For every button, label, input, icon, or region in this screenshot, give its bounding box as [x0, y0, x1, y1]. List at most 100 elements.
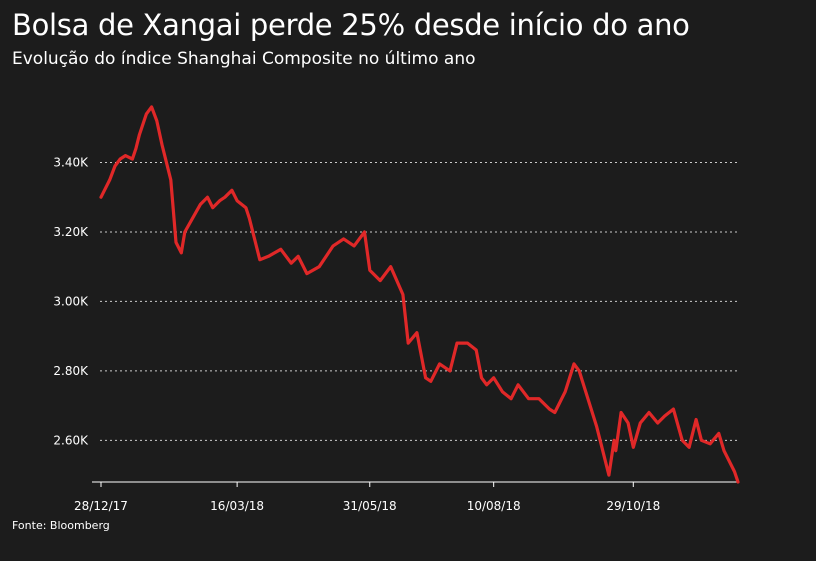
- data-point: [131, 157, 134, 161]
- data-point: [108, 178, 111, 182]
- data-point: [626, 421, 630, 425]
- data-point: [169, 178, 173, 182]
- data-point: [406, 341, 410, 345]
- data-point: [632, 446, 635, 449]
- data-point: [258, 258, 262, 262]
- data-point: [577, 369, 581, 373]
- data-point: [145, 112, 148, 116]
- data-point: [600, 446, 604, 449]
- data-point: [429, 380, 433, 383]
- data-point: [424, 376, 427, 380]
- data-point: [509, 397, 513, 401]
- data-point: [480, 376, 483, 380]
- data-point: [368, 268, 372, 272]
- data-point: [656, 421, 659, 425]
- data-point: [150, 105, 153, 109]
- data-point: [378, 279, 382, 282]
- x-tick-label: 10/08/18: [467, 499, 521, 513]
- data-point: [687, 446, 691, 449]
- data-point: [595, 425, 598, 428]
- data-point: [527, 397, 530, 401]
- data-point: [199, 202, 202, 206]
- data-point: [305, 272, 309, 275]
- data-point: [448, 369, 452, 373]
- data-point: [614, 449, 618, 453]
- data-point: [708, 442, 712, 446]
- data-point: [317, 265, 321, 269]
- data-point: [438, 362, 441, 366]
- data-point: [680, 439, 684, 442]
- x-tick-label: 29/10/18: [606, 499, 660, 513]
- data-point: [289, 261, 293, 265]
- data-point: [722, 449, 726, 453]
- data-point: [501, 390, 504, 394]
- x-tick-label: 31/05/18: [343, 499, 397, 513]
- data-point: [639, 421, 642, 425]
- data-point: [230, 189, 234, 192]
- data-point: [736, 480, 740, 484]
- y-axis-labels: 2.60K 2.80K 3.00K 3.20K 3.40K: [53, 156, 89, 448]
- data-point: [113, 164, 117, 168]
- data-point: [572, 362, 576, 366]
- data-point: [647, 411, 651, 414]
- data-point: [700, 439, 703, 442]
- data-point: [401, 293, 405, 296]
- y-tick-label: 3.20K: [53, 225, 89, 239]
- source-note: Fonte: Bloomberg: [12, 519, 110, 532]
- data-point: [124, 154, 127, 157]
- data-point: [352, 244, 356, 248]
- chart-subtitle: Evolução do índice Shanghai Composite no…: [12, 49, 476, 69]
- data-point: [563, 390, 567, 394]
- y-tick-label: 3.40K: [53, 156, 89, 170]
- data-point: [174, 241, 178, 244]
- data-point: [553, 411, 557, 414]
- data-point: [155, 119, 159, 123]
- data-point: [466, 341, 469, 345]
- data-point: [619, 411, 623, 414]
- grid-lines: [100, 162, 738, 441]
- chart-title: Bolsa de Xangai perde 25% desde início d…: [12, 8, 690, 42]
- data-point: [138, 133, 141, 136]
- x-tick-label: 16/03/18: [210, 499, 264, 513]
- data-point: [248, 216, 251, 220]
- data-point: [180, 251, 183, 255]
- data-point: [183, 230, 187, 234]
- data-point: [455, 341, 459, 345]
- data-point: [279, 248, 283, 251]
- y-tick-label: 3.00K: [53, 294, 89, 308]
- data-point: [415, 331, 419, 335]
- data-point: [717, 432, 721, 435]
- data-point: [223, 195, 227, 199]
- data-point: [537, 397, 541, 401]
- data-point: [474, 348, 478, 352]
- data-point: [672, 407, 675, 411]
- data-point: [206, 195, 209, 199]
- data-point: [101, 192, 104, 196]
- data-point: [211, 206, 214, 209]
- data-point: [331, 244, 335, 248]
- data-point: [694, 418, 698, 421]
- data-point: [218, 199, 221, 202]
- x-tick-label: 28/12/17: [74, 499, 128, 513]
- data-point: [663, 414, 666, 418]
- data-point: [389, 265, 393, 269]
- x-axis: 28/12/17 16/03/18 31/05/18 10/08/18 29/10/18: [74, 481, 738, 513]
- data-point: [363, 230, 366, 234]
- data-point: [548, 407, 551, 411]
- data-point: [235, 199, 239, 202]
- data-point: [244, 206, 248, 209]
- data-point: [612, 439, 616, 442]
- data-point: [342, 237, 345, 241]
- data-point: [516, 383, 520, 387]
- data-point: [134, 147, 138, 150]
- data-point: [254, 244, 258, 248]
- data-point: [118, 157, 122, 161]
- data-point: [160, 143, 164, 147]
- series-layer: [99, 105, 740, 484]
- data-point: [99, 195, 103, 199]
- data-point: [492, 376, 496, 380]
- data-point: [267, 254, 270, 258]
- series-line: [99, 105, 740, 484]
- data-point: [485, 383, 489, 387]
